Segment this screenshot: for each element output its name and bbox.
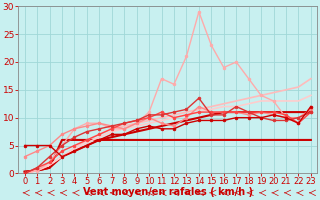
X-axis label: Vent moyen/en rafales ( km/h ): Vent moyen/en rafales ( km/h ) bbox=[83, 187, 253, 197]
